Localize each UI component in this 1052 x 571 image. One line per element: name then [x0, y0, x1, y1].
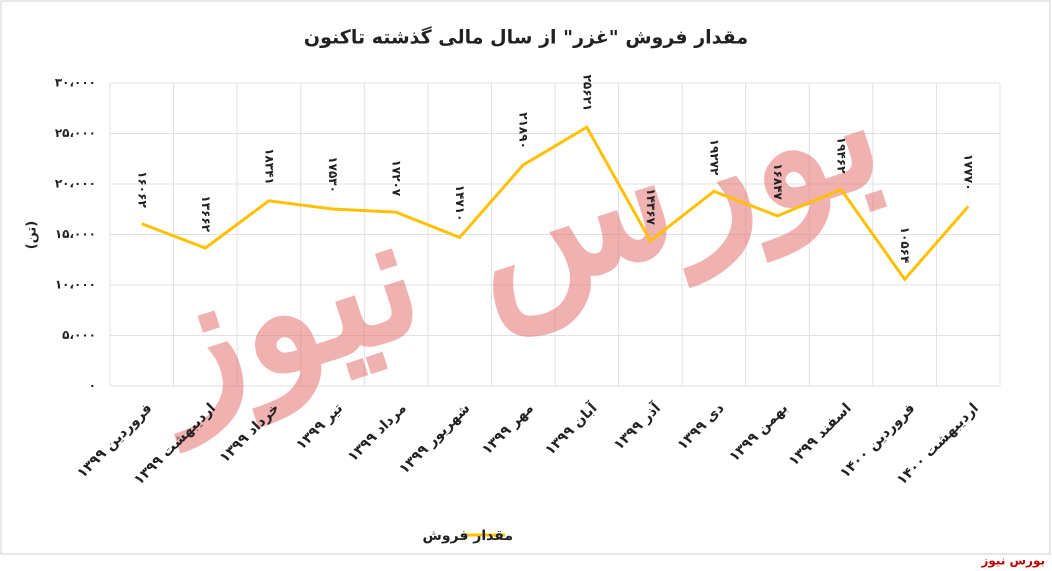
y-tick-label: ۲۵،۰۰۰ [55, 126, 96, 140]
chart-border [0, 0, 1051, 555]
data-label: ۱۷۵۳۰ [326, 156, 340, 193]
y-tick-label: ۲۰،۰۰۰ [55, 177, 96, 191]
y-tick-label: ۳۰،۰۰۰ [55, 76, 96, 90]
y-axis-label: (تن) [25, 221, 40, 250]
data-label: ۱۴۳۶۷ [644, 188, 658, 225]
data-label: ۱۷۲۰۷ [390, 160, 404, 197]
y-tick-label: ۱۵،۰۰۰ [55, 227, 96, 241]
y-tick-label: ۵،۰۰۰ [62, 328, 96, 342]
data-label: ۱۰۵۶۴ [898, 227, 912, 264]
data-label: ۱۸۳۴۱ [262, 148, 276, 185]
data-label: ۱۹۲۷۲ [707, 139, 721, 176]
data-label: ۱۶۰۶۲ [135, 171, 149, 208]
y-tick-label: ۱۰،۰۰۰ [55, 278, 96, 292]
source: بورس نیوز [980, 554, 1045, 569]
data-label: ۲۱۸۹۰ [517, 112, 531, 149]
data-label: ۱۴۷۱۰ [453, 185, 467, 222]
data-label: ۲۵۶۲۱ [580, 75, 594, 112]
line [141, 125, 970, 282]
data-label: ۱۹۴۶۲ [835, 137, 849, 174]
data-label: ۱۷۷۷۰ [962, 154, 976, 191]
data-label: ۱۳۶۶۲ [199, 195, 213, 232]
chart-title: مقدار فروش "غزر" از سال مالی گذشته تاکنو… [304, 26, 748, 49]
legend-label: مقدار فروش [423, 528, 513, 544]
y-tick-label: ۰ [89, 379, 96, 393]
data-label: ۱۶۸۴۷ [771, 163, 785, 200]
